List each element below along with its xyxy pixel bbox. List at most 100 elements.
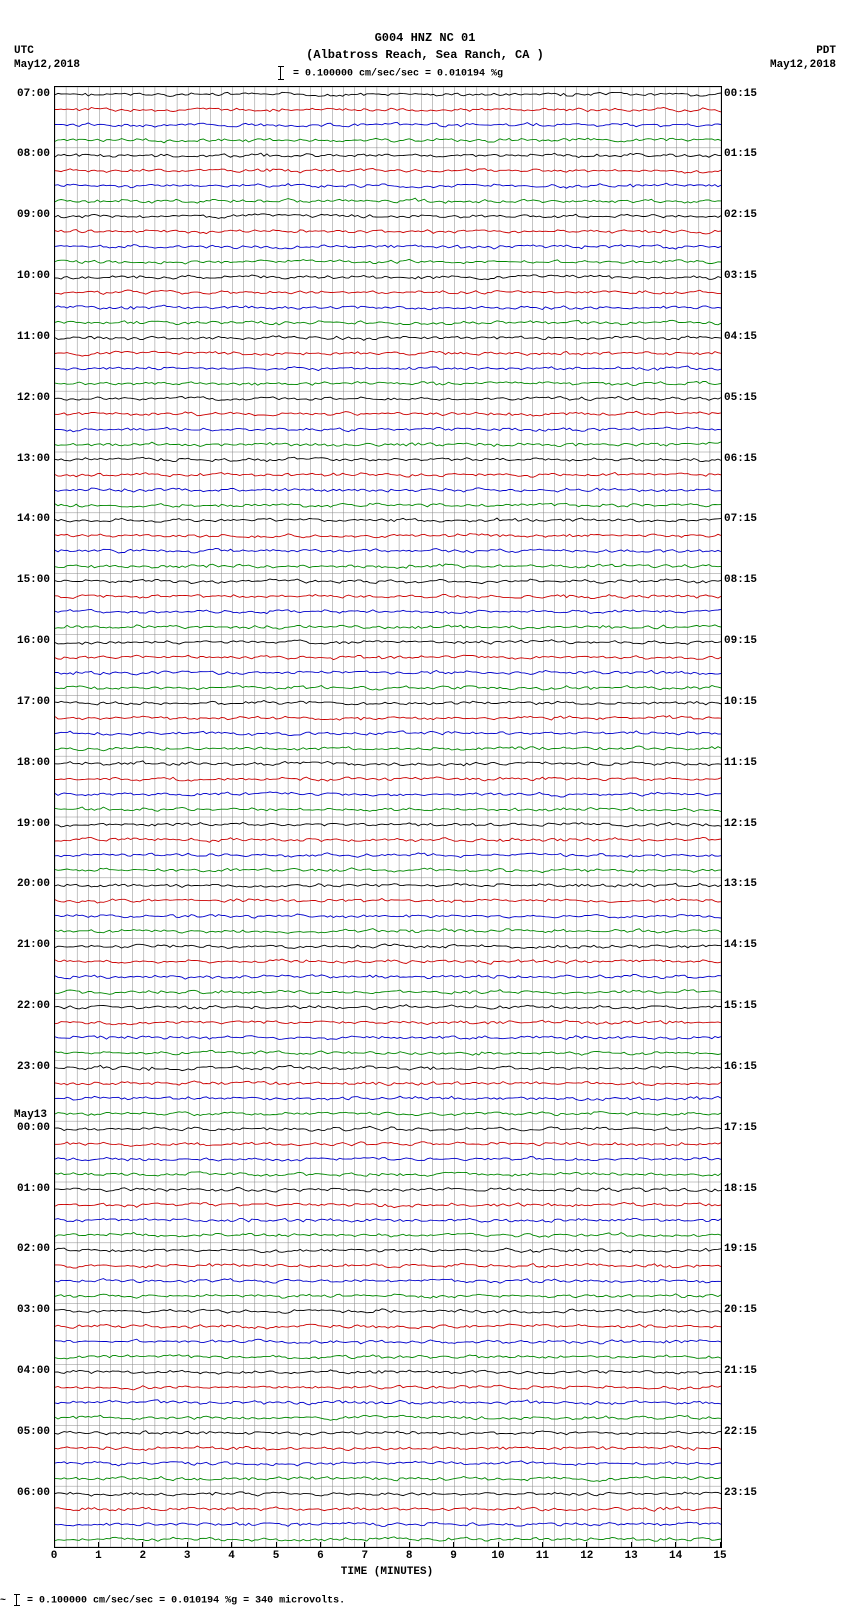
tz-right-block: PDT May12,2018	[770, 44, 836, 73]
x-tick-mark	[631, 1542, 632, 1548]
pdt-hour-label: 07:15	[724, 513, 770, 525]
x-tick-mark	[54, 1542, 55, 1548]
tz-left-label: UTC	[14, 44, 80, 58]
utc-hour-label: 05:00	[4, 1426, 50, 1438]
x-tick-mark	[320, 1542, 321, 1548]
footnote-bar-icon	[16, 1594, 17, 1606]
utc-hour-label: 02:00	[4, 1243, 50, 1255]
header: G004 HNZ NC 01 (Albatross Reach, Sea Ran…	[0, 0, 850, 64]
utc-hour-label: 08:00	[4, 148, 50, 160]
utc-hour-label: 00:00	[4, 1122, 50, 1134]
utc-hour-label: 07:00	[4, 88, 50, 100]
pdt-hour-label: 18:15	[724, 1183, 770, 1195]
x-tick: 14	[669, 1550, 682, 1562]
tz-left-date: May12,2018	[14, 58, 80, 72]
pdt-hour-label: 03:15	[724, 270, 770, 282]
x-tick: 12	[580, 1550, 593, 1562]
utc-hour-label: 12:00	[4, 392, 50, 404]
x-tick-mark	[498, 1542, 499, 1548]
pdt-hour-label: 08:15	[724, 574, 770, 586]
x-tick-mark	[142, 1542, 143, 1548]
pdt-hour-label: 13:15	[724, 878, 770, 890]
pdt-hour-label: 23:15	[724, 1487, 770, 1499]
pdt-hour-label: 09:15	[724, 635, 770, 647]
x-tick: 5	[273, 1550, 280, 1562]
x-tick: 7	[361, 1550, 368, 1562]
x-tick: 1	[95, 1550, 102, 1562]
pdt-hour-label: 17:15	[724, 1122, 770, 1134]
x-tick: 9	[450, 1550, 457, 1562]
utc-hour-label: 13:00	[4, 453, 50, 465]
pdt-hour-label: 10:15	[724, 696, 770, 708]
x-tick-mark	[453, 1542, 454, 1548]
x-tick: 3	[184, 1550, 191, 1562]
plot-svg	[55, 87, 721, 1547]
tz-right-label: PDT	[770, 44, 836, 58]
utc-hour-label: 06:00	[4, 1487, 50, 1499]
utc-hour-label: 09:00	[4, 209, 50, 221]
x-tick: 11	[536, 1550, 549, 1562]
location-line: (Albatross Reach, Sea Ranch, CA )	[0, 47, 850, 64]
x-tick-mark	[675, 1542, 676, 1548]
x-tick: 13	[625, 1550, 638, 1562]
pdt-hour-label: 16:15	[724, 1061, 770, 1073]
x-tick-mark	[409, 1542, 410, 1548]
pdt-hour-label: 05:15	[724, 392, 770, 404]
x-tick-mark	[276, 1542, 277, 1548]
tz-right-date: May12,2018	[770, 58, 836, 72]
footnote-prefix: ~	[0, 1596, 6, 1607]
seismogram-plot	[54, 86, 722, 1548]
utc-hour-label: 23:00	[4, 1061, 50, 1073]
pdt-hour-label: 15:15	[724, 1000, 770, 1012]
footnote-text: = 0.100000 cm/sec/sec = 0.010194 %g = 34…	[27, 1596, 345, 1607]
utc-hour-label: 03:00	[4, 1304, 50, 1316]
day-change-label: May13	[14, 1109, 47, 1121]
pdt-hour-label: 06:15	[724, 453, 770, 465]
x-tick: 10	[491, 1550, 504, 1562]
x-tick-mark	[364, 1542, 365, 1548]
scale-bar-top: = 0.100000 cm/sec/sec = 0.010194 %g	[280, 66, 503, 80]
pdt-hour-label: 20:15	[724, 1304, 770, 1316]
utc-hour-label: 04:00	[4, 1365, 50, 1377]
utc-hour-label: 21:00	[4, 939, 50, 951]
utc-hour-label: 19:00	[4, 818, 50, 830]
pdt-hour-label: 02:15	[724, 209, 770, 221]
utc-hour-label: 01:00	[4, 1183, 50, 1195]
x-tick-mark	[720, 1542, 721, 1548]
x-tick-mark	[542, 1542, 543, 1548]
pdt-hour-label: 01:15	[724, 148, 770, 160]
utc-hour-label: 11:00	[4, 331, 50, 343]
pdt-hour-label: 04:15	[724, 331, 770, 343]
pdt-hour-label: 12:15	[724, 818, 770, 830]
utc-hour-label: 10:00	[4, 270, 50, 282]
x-tick: 0	[51, 1550, 58, 1562]
utc-hour-label: 17:00	[4, 696, 50, 708]
scale-bar-icon	[280, 66, 281, 80]
seismogram-container: G004 HNZ NC 01 (Albatross Reach, Sea Ran…	[0, 0, 850, 1613]
scale-text: = 0.100000 cm/sec/sec = 0.010194 %g	[293, 69, 503, 80]
x-tick: 6	[317, 1550, 324, 1562]
x-tick-mark	[98, 1542, 99, 1548]
x-tick: 2	[139, 1550, 146, 1562]
x-axis-label: TIME (MINUTES)	[341, 1566, 433, 1578]
tz-left-block: UTC May12,2018	[14, 44, 80, 73]
x-tick: 15	[713, 1550, 726, 1562]
pdt-hour-label: 19:15	[724, 1243, 770, 1255]
pdt-hour-label: 00:15	[724, 88, 770, 100]
pdt-hour-label: 21:15	[724, 1365, 770, 1377]
station-line: G004 HNZ NC 01	[0, 30, 850, 47]
x-tick: 8	[406, 1550, 413, 1562]
pdt-hour-label: 22:15	[724, 1426, 770, 1438]
footnote: ~ = 0.100000 cm/sec/sec = 0.010194 %g = …	[0, 1594, 345, 1607]
utc-hour-label: 15:00	[4, 574, 50, 586]
x-tick-mark	[187, 1542, 188, 1548]
utc-hour-label: 20:00	[4, 878, 50, 890]
utc-hour-label: 16:00	[4, 635, 50, 647]
utc-hour-label: 18:00	[4, 757, 50, 769]
pdt-hour-label: 14:15	[724, 939, 770, 951]
x-tick-mark	[231, 1542, 232, 1548]
x-tick: 4	[228, 1550, 235, 1562]
x-tick-mark	[586, 1542, 587, 1548]
pdt-hour-label: 11:15	[724, 757, 770, 769]
utc-hour-label: 14:00	[4, 513, 50, 525]
